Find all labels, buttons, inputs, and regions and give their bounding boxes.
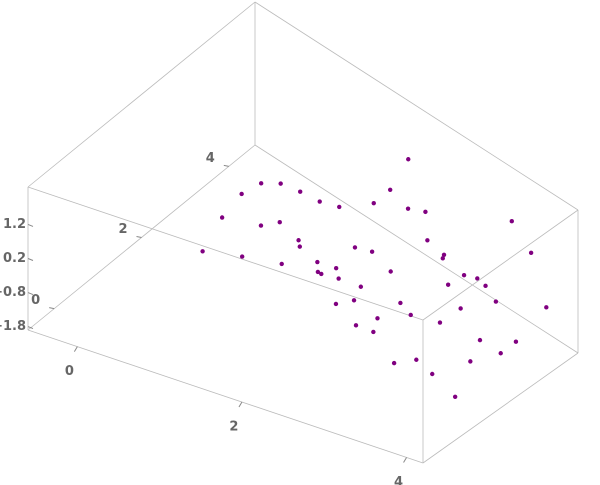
point [369,249,375,254]
point [319,271,324,277]
x-tick [73,346,78,352]
point [371,329,376,335]
point [406,157,411,162]
point [414,357,419,362]
point [336,276,341,281]
point [452,394,458,399]
point [493,299,499,304]
point [483,283,488,289]
z-tick [27,292,34,296]
x-tick-label: 2 [229,420,238,435]
y-tick-label: 4 [206,151,215,166]
z-tick [27,326,34,330]
point [498,351,503,356]
y-tick-label: 0 [31,293,40,308]
x-tick-label: 0 [65,364,74,379]
point [375,316,380,321]
point [477,337,483,343]
box-edge [27,329,424,464]
point [509,218,514,224]
point [239,254,245,259]
point [387,187,393,193]
x-tick [403,457,407,463]
box-edge [254,144,579,354]
point [239,191,244,197]
point [388,269,393,274]
point [440,256,445,261]
point [461,272,467,278]
point [475,276,480,281]
point [296,238,301,243]
point [544,305,549,310]
point [279,261,284,267]
y-tick-label: 2 [118,222,127,237]
point [333,265,339,271]
point [351,298,357,303]
point [358,284,364,289]
point [441,252,447,258]
point [405,206,411,211]
point [200,249,205,254]
point [317,199,322,204]
point [353,323,359,328]
point [423,209,428,215]
point [352,245,358,250]
point [458,306,463,311]
point [408,312,413,318]
point [337,204,342,210]
z-tick-label: −1.8 [0,319,26,334]
point [315,259,320,265]
point [315,269,321,275]
point [437,320,443,325]
z-tick [27,258,34,261]
point [528,250,534,256]
z-tick-label: −0.8 [0,285,26,300]
point [371,200,376,206]
y-tick [136,236,142,238]
box-edge [422,352,579,464]
box-edge [254,1,579,211]
point [333,301,339,307]
y-tick [223,164,229,167]
box-edge [27,1,256,188]
point [391,360,397,366]
point [398,300,403,306]
point [513,339,519,344]
z-tick-label: 1.2 [3,217,26,232]
point [445,282,451,287]
z-tick-label: 0.2 [3,251,26,266]
point [297,244,303,249]
x-tick [238,401,243,408]
box-edge [422,209,579,321]
point [277,220,282,225]
point [258,181,264,186]
z-tick [27,223,34,227]
point [278,181,283,186]
y-tick [49,307,55,310]
x-tick-label: 4 [394,475,403,485]
point [430,371,435,377]
point [425,238,430,243]
point [219,215,225,220]
box-edge [27,186,424,321]
point [298,189,303,194]
point [258,223,264,228]
point [468,359,473,364]
